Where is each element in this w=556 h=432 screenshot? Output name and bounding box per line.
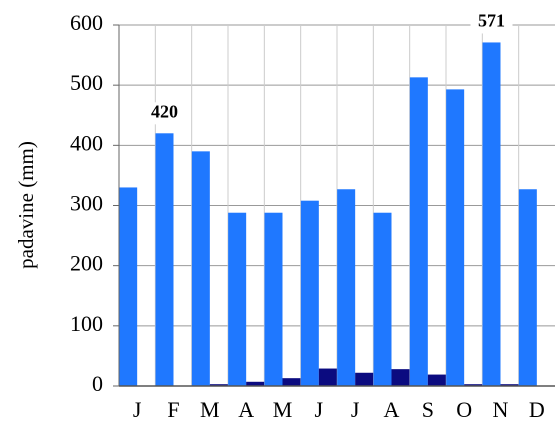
bar xyxy=(300,200,319,386)
x-tick-label: M xyxy=(273,397,293,422)
y-tick-label: 500 xyxy=(70,70,103,95)
bar xyxy=(518,189,537,386)
bar xyxy=(446,89,465,387)
y-tick-label: 300 xyxy=(70,191,103,216)
bar xyxy=(264,212,283,386)
bar xyxy=(228,212,247,386)
value-label: 420 xyxy=(151,101,178,121)
value-label-bg xyxy=(143,102,186,125)
bar xyxy=(373,212,392,386)
bar xyxy=(155,133,174,386)
x-tick-label: F xyxy=(167,397,179,422)
y-tick-label: 400 xyxy=(70,130,103,155)
x-tick-label: D xyxy=(529,397,545,422)
bar xyxy=(119,187,138,386)
y-axis-label: padavine (mm) xyxy=(14,141,38,269)
bar xyxy=(427,374,446,386)
x-tick-label: A xyxy=(384,397,400,422)
x-tick-label: J xyxy=(315,397,324,422)
x-tick-label: N xyxy=(493,397,509,422)
x-tick-label: J xyxy=(351,397,360,422)
y-tick-label: 0 xyxy=(92,371,103,396)
bar xyxy=(246,381,265,386)
bar xyxy=(337,189,356,386)
bar xyxy=(355,372,374,386)
bar xyxy=(500,384,519,386)
bar xyxy=(318,368,337,386)
x-tick-label: M xyxy=(200,397,220,422)
bar xyxy=(482,42,501,386)
value-label: 571 xyxy=(478,11,505,31)
y-tick-label: 200 xyxy=(70,251,103,276)
x-tick-label: O xyxy=(456,397,472,422)
y-tick-label: 600 xyxy=(70,10,103,35)
bar xyxy=(464,384,483,386)
x-tick-label: S xyxy=(422,397,434,422)
y-tick-label: 100 xyxy=(70,311,103,336)
bar xyxy=(191,151,210,386)
bar xyxy=(409,77,428,386)
bar xyxy=(391,369,410,386)
x-tick-label: J xyxy=(133,397,142,422)
value-label-bg xyxy=(470,11,513,34)
x-tick-label: A xyxy=(238,397,254,422)
bar xyxy=(282,378,301,386)
bar xyxy=(209,384,228,386)
